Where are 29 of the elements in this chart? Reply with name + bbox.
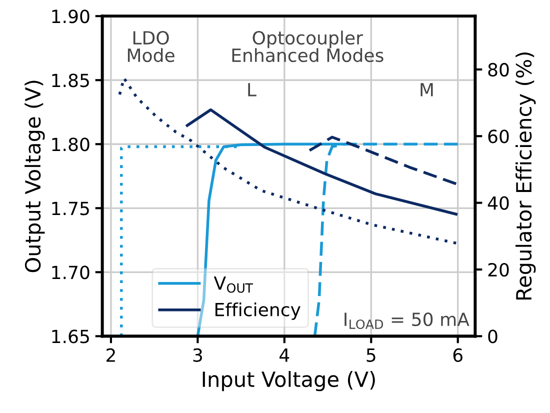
y2-tick-label: 80 bbox=[488, 62, 509, 77]
y2-tick-label: 60 bbox=[488, 130, 509, 144]
x-tick-label: 6 bbox=[453, 348, 462, 362]
y2-tick-label: 20 bbox=[488, 262, 509, 277]
y-tick-label: 1.75 bbox=[52, 202, 89, 216]
y-tick-label: 1.85 bbox=[52, 74, 89, 88]
y2-axis-title: Regulator Efficiency (%) bbox=[516, 52, 536, 300]
line-series bbox=[308, 136, 458, 186]
annotation: L bbox=[248, 83, 256, 96]
y2-tick-label: 40 bbox=[488, 196, 509, 210]
legend-label: Efficiency bbox=[216, 302, 300, 320]
annotation: LDO Mode bbox=[128, 30, 174, 62]
annotation: I$_{LOAD}$ = 50 mA bbox=[344, 312, 470, 330]
y2-tick-label: 0 bbox=[488, 330, 498, 344]
x-tick-label: 2 bbox=[106, 348, 115, 362]
annotation: Optocoupler Enhanced Modes bbox=[232, 30, 384, 62]
y-tick-label: 1.90 bbox=[52, 10, 90, 24]
line-series bbox=[186, 108, 458, 216]
legend-label: V$_{OUT}$ bbox=[214, 276, 253, 293]
x-axis-title: Input Voltage (V) bbox=[202, 371, 375, 392]
line-series bbox=[118, 76, 458, 245]
y-tick-label: 1.65 bbox=[52, 330, 89, 344]
x-tick-label: 5 bbox=[366, 348, 376, 362]
y-tick-label: 1.80 bbox=[52, 138, 90, 152]
y-tick-label: 1.70 bbox=[52, 266, 90, 280]
x-tick-label: 4 bbox=[280, 348, 290, 362]
annotation: M bbox=[420, 83, 433, 96]
x-tick-label: 3 bbox=[193, 348, 202, 362]
y-axis-title: Output Voltage (V) bbox=[24, 80, 45, 272]
